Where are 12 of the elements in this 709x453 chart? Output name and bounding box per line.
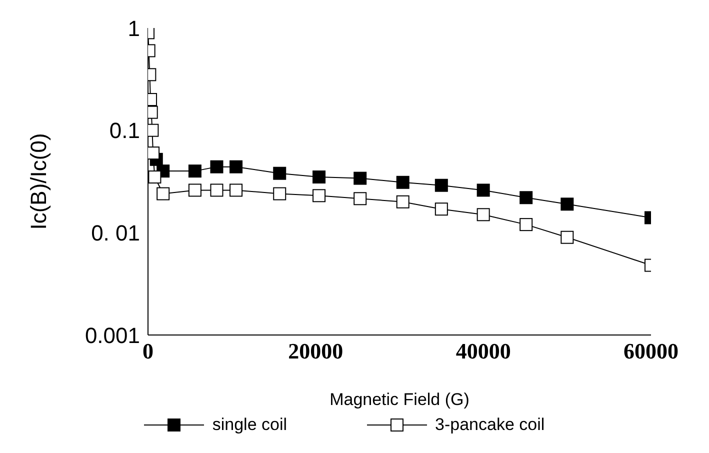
x-tick-label: 60000 [624, 338, 678, 364]
y-tick-label: 0. 01 [91, 220, 140, 246]
x-tick-label: 0 [142, 338, 154, 364]
legend-label: 3-pancake coil [435, 415, 545, 435]
y-tick-label: 1 [128, 16, 140, 41]
x-axis-title: Magnetic Field (G) [330, 390, 470, 409]
y-tick-label: 0.1 [109, 118, 140, 144]
x-tick-label: 40000 [456, 338, 511, 364]
legend-label: single coil [212, 415, 288, 435]
y-tick-label: 0.001 [84, 322, 140, 348]
x-tick-label: 20000 [288, 338, 344, 364]
y-axis-title: Ic(B)/Ic(0) [26, 133, 51, 230]
